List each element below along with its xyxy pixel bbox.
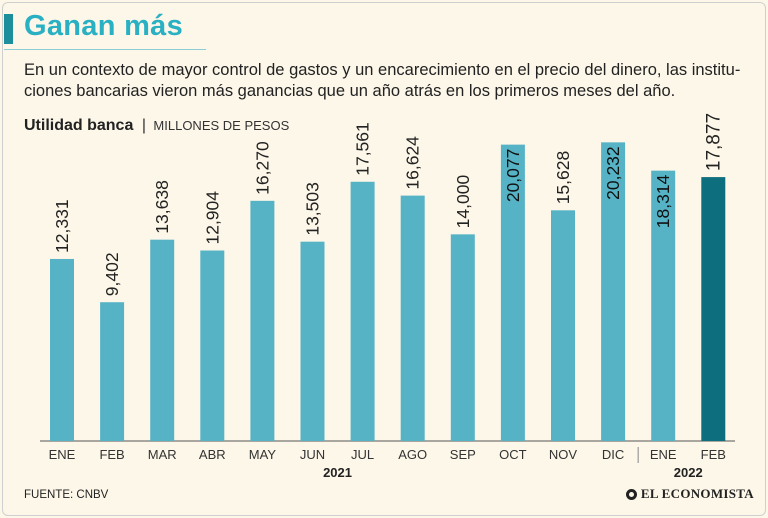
- bar-value-label-2: 9,402: [102, 252, 122, 296]
- bar-value-label-6: 13,503: [303, 182, 323, 236]
- bar-value-label-8: 16,624: [403, 136, 423, 190]
- bar-1: [50, 258, 74, 441]
- brand-icon: [625, 488, 637, 500]
- chart-heading-separator: |: [141, 117, 146, 134]
- title-divider: [4, 49, 206, 50]
- x-tick-label-2: FEB: [99, 447, 124, 462]
- x-tick-label-7: JUL: [351, 447, 374, 462]
- bar-value-label-11: 15,628: [553, 151, 573, 205]
- bar-value-label-9: 14,000: [453, 175, 473, 229]
- bar-value-label-3: 13,638: [152, 180, 172, 234]
- title-accent-bar: [4, 14, 13, 44]
- chart-title: Utilidad banca: [24, 117, 134, 134]
- bar-4: [200, 250, 225, 441]
- x-tick-label-6: JUN: [300, 447, 325, 462]
- bar-12: [601, 142, 626, 441]
- bar-10: [500, 144, 525, 441]
- bar-3: [150, 239, 175, 441]
- bar-14: [701, 177, 726, 441]
- bar-2: [100, 302, 125, 441]
- bar-13: [651, 170, 676, 441]
- x-tick-label-10: OCT: [499, 447, 527, 462]
- bar-value-label-12: 20,232: [603, 146, 623, 200]
- x-tick-label-14: FEB: [701, 447, 726, 462]
- bar-value-label-1: 12,331: [52, 199, 72, 253]
- x-tick-label-13: ENE: [650, 447, 677, 462]
- chart-unit: MILLONES DE PESOS: [153, 118, 290, 133]
- year-label-2022: 2022: [674, 465, 703, 480]
- bar-value-label-13: 18,314: [653, 174, 673, 228]
- bar-11: [551, 210, 575, 441]
- x-tick-label-3: MAR: [148, 447, 177, 462]
- x-tick-label-11: NOV: [549, 447, 578, 462]
- year-label-2021: 2021: [323, 465, 352, 480]
- bar-value-label-10: 20,077: [503, 149, 523, 203]
- subtitle: En un contexto de mayor control de gasto…: [24, 61, 741, 100]
- bar-7: [350, 181, 375, 442]
- bar-8: [400, 195, 425, 441]
- bar-value-label-7: 17,561: [353, 122, 373, 176]
- x-tick-label-8: AGO: [398, 447, 427, 462]
- bar-6: [300, 241, 325, 441]
- brand-name: EL ECONOMISTA: [640, 486, 754, 501]
- source-note: FUENTE: CNBV: [24, 489, 109, 501]
- bar-value-label-4: 12,904: [202, 191, 222, 245]
- bar-9: [450, 234, 475, 441]
- bar-5: [250, 200, 275, 441]
- x-tick-label-12: DIC: [602, 447, 624, 462]
- x-tick-label-1: ENE: [49, 447, 76, 462]
- x-tick-label-5: MAY: [249, 447, 277, 462]
- bar-value-label-5: 16,270: [252, 141, 272, 195]
- chart-heading: Utilidad banca | MILLONES DE PESOS: [24, 117, 289, 135]
- x-tick-label-4: ABR: [199, 447, 226, 462]
- x-tick-label-9: SEP: [450, 447, 476, 462]
- page-title: Ganan más: [24, 10, 184, 42]
- bar-value-label-14: 17,877: [703, 113, 724, 171]
- brand-logo: EL ECONOMISTA: [625, 486, 754, 502]
